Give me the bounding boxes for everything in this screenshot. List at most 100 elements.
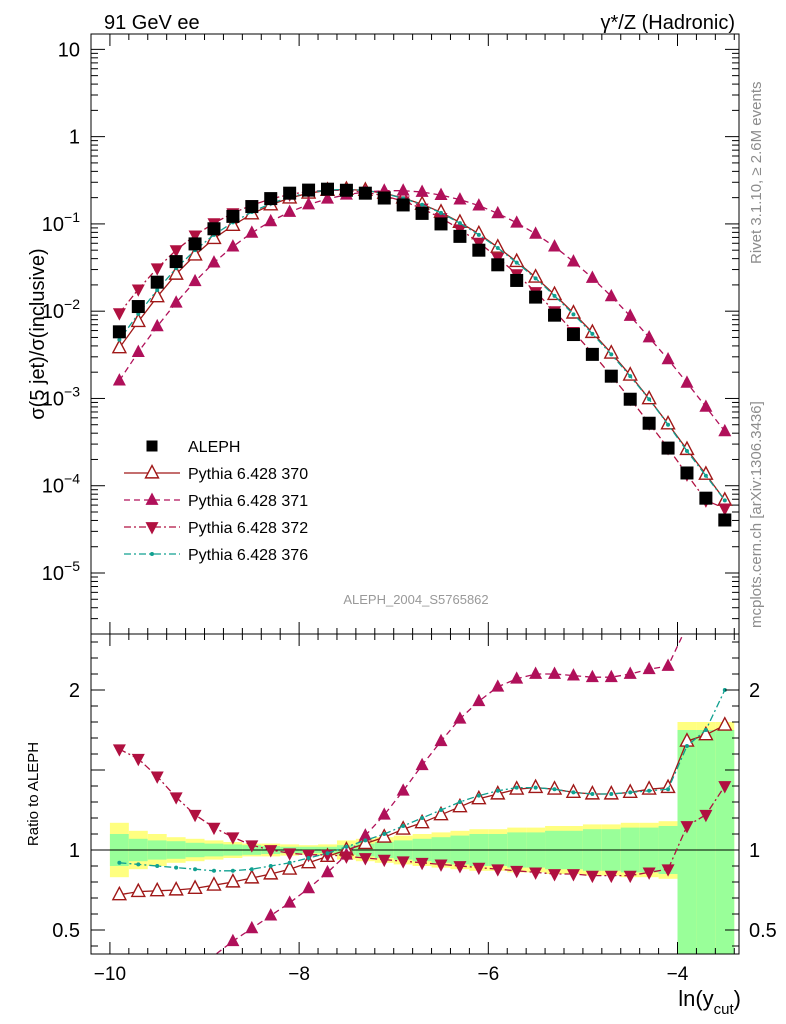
data-point-pythia-6-428-371 bbox=[623, 308, 637, 321]
data-point-pythia-6-428-376 bbox=[457, 800, 462, 804]
data-point-pythia-6-428-370 bbox=[452, 797, 468, 813]
data-point-pythia-6-428-371 bbox=[604, 669, 618, 683]
data-point-pythia-6-428-376 bbox=[647, 788, 652, 793]
data-point-pythia-6-428-371 bbox=[718, 423, 732, 437]
data-point-pythia-6-428-372 bbox=[264, 845, 278, 858]
data-point-pythia-6-428-376 bbox=[344, 844, 349, 849]
data-point-pythia-6-428-371 bbox=[434, 187, 448, 200]
data-point-pythia-6-428-371 bbox=[680, 375, 694, 388]
data-point-pythia-6-428-371 bbox=[548, 666, 562, 679]
legend-marker-pythia-6-428-372 bbox=[145, 522, 159, 535]
data-point-pythia-6-428-371 bbox=[566, 668, 580, 681]
data-point-pythia-6-428-372 bbox=[131, 284, 145, 297]
data-point-pythia-6-428-376 bbox=[287, 860, 292, 865]
analysis-label: ALEPH_2004_S5765862 bbox=[343, 592, 488, 607]
data-point-aleph bbox=[585, 347, 599, 361]
data-point-pythia-6-428-371 bbox=[623, 666, 637, 679]
data-point-pythia-6-428-370 bbox=[206, 876, 222, 891]
data-point-pythia-6-428-371 bbox=[642, 329, 656, 343]
data-point-pythia-6-428-371 bbox=[358, 828, 372, 841]
legend-label-aleph: ALEPH bbox=[188, 439, 240, 456]
data-point-pythia-6-428-370 bbox=[130, 312, 146, 328]
data-point-pythia-6-428-376 bbox=[666, 422, 671, 427]
ratio-uncertainty-bands bbox=[109, 722, 735, 954]
data-point-pythia-6-428-376 bbox=[703, 728, 708, 732]
data-point-pythia-6-428-376 bbox=[571, 312, 576, 317]
data-point-aleph bbox=[226, 209, 240, 223]
axes-layer: −10 −8 −6 −4 10 1 10−1 10−2 10−3 10−4 10−5 0.5 0.5 1 1… bbox=[42, 34, 777, 985]
data-point-pythia-6-428-372 bbox=[339, 851, 353, 864]
legend-marker-pythia-6-428-370 bbox=[144, 464, 160, 479]
legend-marker-pythia-6-428-376 bbox=[150, 552, 154, 556]
data-point-pythia-6-428-376 bbox=[609, 352, 614, 357]
data-point-aleph bbox=[396, 198, 410, 212]
legend-entry-pythia-6-428-371: Pythia 6.428 371 bbox=[124, 492, 308, 510]
data-point-pythia-6-428-376 bbox=[325, 851, 330, 856]
y-tick-label: 10 bbox=[58, 39, 80, 61]
data-point-pythia-6-428-370 bbox=[111, 885, 128, 901]
data-point-pythia-6-428-370 bbox=[698, 465, 714, 480]
data-point-pythia-6-428-372 bbox=[150, 263, 164, 276]
data-point-aleph bbox=[472, 243, 486, 257]
data-point-pythia-6-428-372 bbox=[623, 870, 637, 884]
series-aleph bbox=[112, 182, 732, 527]
data-point-pythia-6-428-372 bbox=[453, 861, 467, 874]
data-point-pythia-6-428-370 bbox=[717, 716, 733, 731]
data-point-pythia-6-428-371 bbox=[604, 288, 618, 302]
data-point-aleph bbox=[699, 491, 713, 505]
data-point-pythia-6-428-370 bbox=[187, 879, 203, 894]
main-series-layer bbox=[111, 180, 733, 527]
data-point-pythia-6-428-371 bbox=[699, 399, 713, 412]
legend: ALEPH Pythia 6.428 370 Pythia 6.428 371 Pyt… bbox=[124, 439, 308, 564]
data-point-pythia-6-428-370 bbox=[433, 805, 449, 821]
data-point-pythia-6-428-372 bbox=[510, 865, 524, 879]
data-point-pythia-6-428-376 bbox=[703, 473, 708, 478]
data-point-aleph bbox=[188, 237, 202, 251]
legend-label-pythia-6-428-370: Pythia 6.428 370 bbox=[188, 466, 308, 483]
data-point-pythia-6-428-371 bbox=[661, 351, 675, 365]
data-point-aleph bbox=[131, 300, 145, 314]
data-point-pythia-6-428-376 bbox=[249, 867, 254, 872]
data-point-pythia-6-428-371 bbox=[320, 864, 334, 878]
data-point-pythia-6-428-371 bbox=[377, 807, 391, 820]
data-point-pythia-6-428-371 bbox=[283, 895, 297, 908]
data-point-pythia-6-428-371 bbox=[245, 920, 259, 934]
data-point-pythia-6-428-370 bbox=[527, 268, 544, 283]
data-point-pythia-6-428-371 bbox=[226, 933, 240, 947]
data-point-pythia-6-428-372 bbox=[150, 771, 164, 784]
data-point-pythia-6-428-376 bbox=[552, 293, 557, 298]
data-point-pythia-6-428-376 bbox=[684, 448, 689, 453]
data-point-pythia-6-428-371 bbox=[529, 666, 543, 679]
data-point-pythia-6-428-370 bbox=[130, 882, 146, 898]
data-point-pythia-6-428-371 bbox=[472, 198, 486, 211]
data-point-aleph bbox=[661, 441, 675, 455]
data-point-pythia-6-428-371 bbox=[548, 239, 562, 252]
x-axis-title: ln(ycut) bbox=[678, 986, 741, 1018]
legend-entry-pythia-6-428-372: Pythia 6.428 372 bbox=[124, 520, 308, 537]
data-point-pythia-6-428-371 bbox=[283, 204, 297, 217]
data-point-pythia-6-428-376 bbox=[533, 276, 538, 281]
data-point-pythia-6-428-376 bbox=[609, 792, 614, 796]
data-point-aleph bbox=[358, 186, 372, 200]
data-point-pythia-6-428-372 bbox=[529, 867, 543, 880]
rivet-version-label: Rivet 3.1.10, ≥ 2.6M events bbox=[748, 82, 765, 265]
x-tick-label: −4 bbox=[667, 964, 689, 985]
data-point-pythia-6-428-371 bbox=[453, 711, 467, 724]
ratio-series-layer bbox=[111, 634, 733, 954]
data-point-aleph bbox=[529, 290, 543, 304]
data-point-pythia-6-428-376 bbox=[514, 785, 519, 790]
legend-label-pythia-6-428-371: Pythia 6.428 371 bbox=[188, 493, 308, 510]
data-point-pythia-6-428-371 bbox=[661, 658, 675, 671]
data-point-aleph bbox=[718, 513, 732, 527]
y-tick-label: 10−2 bbox=[42, 296, 80, 323]
data-point-pythia-6-428-376 bbox=[174, 865, 179, 870]
inner-band-bin bbox=[677, 730, 697, 954]
data-point-pythia-6-428-371 bbox=[150, 318, 164, 332]
data-point-pythia-6-428-372 bbox=[604, 870, 618, 884]
data-point-aleph bbox=[491, 258, 505, 272]
legend-label-pythia-6-428-372: Pythia 6.428 372 bbox=[188, 520, 308, 537]
x-tick-label: −10 bbox=[94, 964, 126, 985]
data-point-pythia-6-428-371 bbox=[396, 783, 410, 796]
data-point-pythia-6-428-376 bbox=[552, 787, 557, 792]
data-point-aleph bbox=[302, 183, 316, 197]
